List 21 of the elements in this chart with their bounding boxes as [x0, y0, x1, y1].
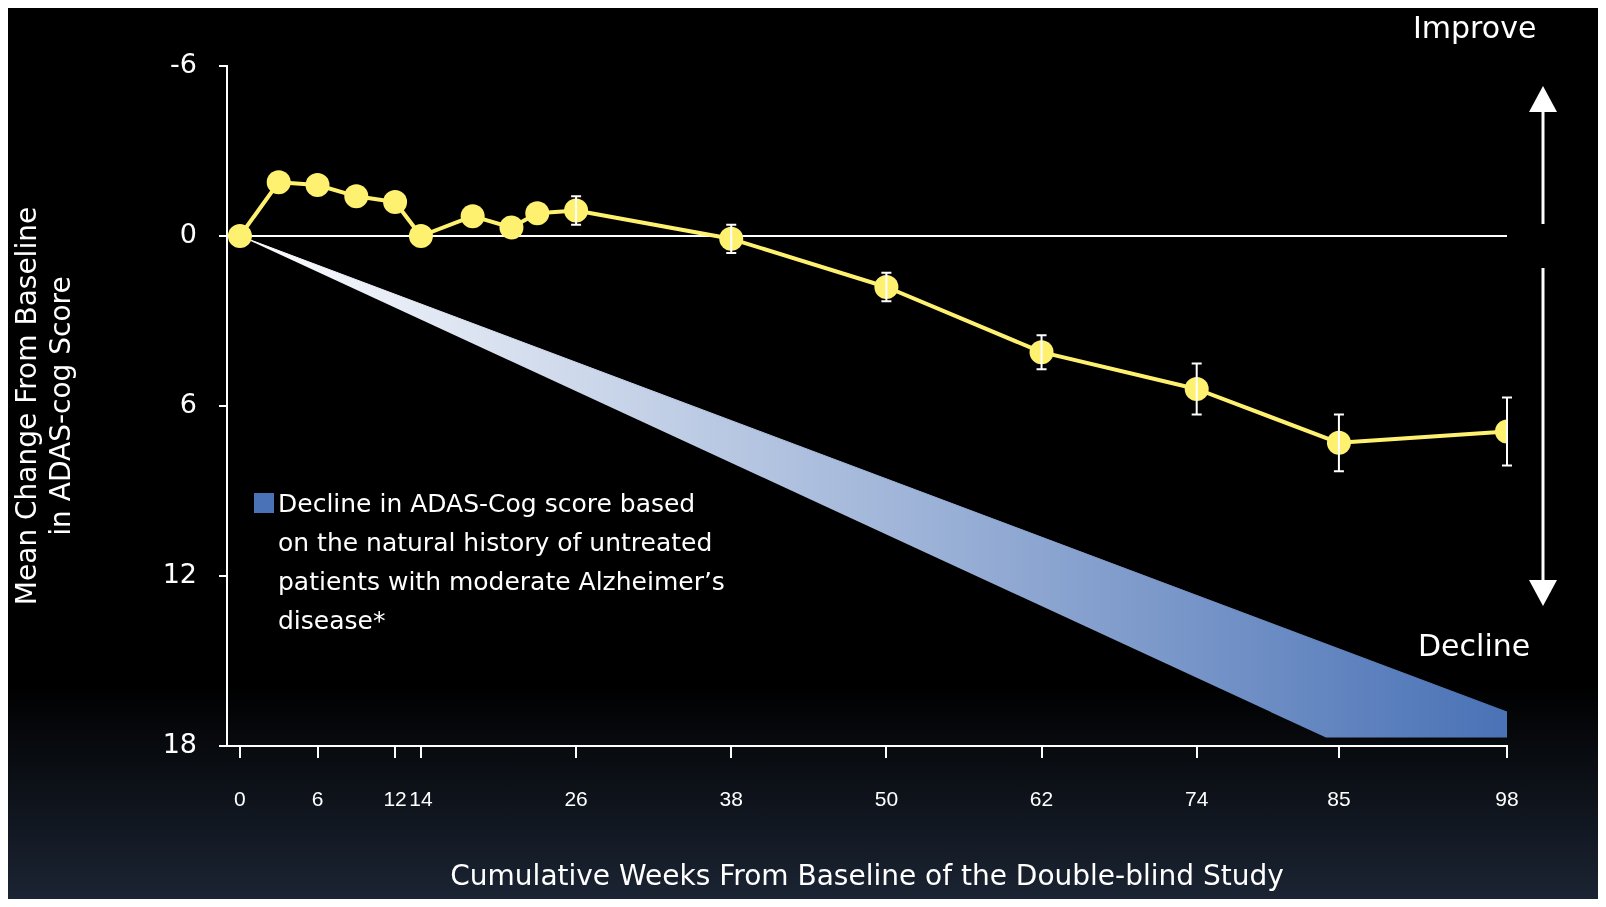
y-tick-label: 12	[162, 558, 197, 590]
text: Decline in ADAS-Cog score based on the natural history of untreated patients with moderate Alzheimer’s disease*	[278, 489, 725, 635]
x-tick-label: 0	[234, 787, 246, 811]
annotation: Decline	[1418, 628, 1531, 663]
x-tick-label: 50	[874, 787, 899, 811]
y-tick-label: 0	[179, 218, 197, 250]
y-axis-title: Mean Change From Baseline in ADAS-cog Score	[10, 206, 77, 606]
x-tick-label: 74	[1185, 787, 1209, 811]
x-axis-title: Cumulative Weeks From Baseline of the Double-blind Study	[450, 859, 1284, 893]
x-tick-label: 26	[564, 787, 588, 811]
y-tick-label: -6	[170, 48, 197, 80]
x-tick-label: 38	[719, 787, 743, 811]
x-tick-label: 12	[383, 787, 407, 811]
text: Improve	[1413, 10, 1537, 45]
y-tick-label: 6	[179, 388, 197, 420]
x-tick-label: 98	[1495, 787, 1519, 811]
x-tick-label: 85	[1327, 787, 1351, 811]
x-tick-label: 14	[409, 787, 433, 811]
y-tick-label: 18	[162, 728, 197, 760]
x-tick-label: 6	[311, 787, 324, 811]
x-tick-label: 62	[1029, 787, 1054, 811]
